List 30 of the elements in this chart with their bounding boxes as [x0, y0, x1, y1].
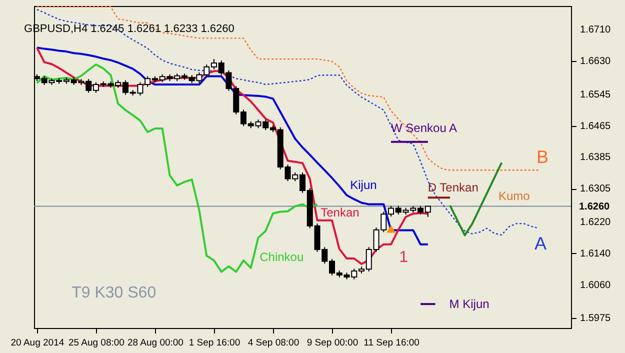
x-tick-label: 4 Sep 08:00: [248, 338, 300, 348]
x-tick-label: 11 Sep 16:00: [364, 338, 420, 348]
series-label: Kijun: [350, 178, 377, 192]
y-tick-label: 1.6545: [580, 89, 612, 100]
series-label: Chinkou: [260, 250, 304, 264]
y-tick-label: 1.6220: [580, 216, 612, 228]
y-tick-label: 1.5975: [580, 313, 612, 324]
y-tick-label: 1.6140: [580, 248, 612, 260]
series-label: B: [536, 147, 549, 168]
y-tick-label: 1.6630: [580, 56, 612, 67]
x-tick-label: 20 Aug 2014: [10, 338, 64, 348]
series-label: W Senkou A: [391, 120, 458, 135]
series-label: Tenkan: [320, 205, 360, 220]
x-tick-label: 28 Aug 00:00: [127, 338, 184, 348]
series-label: D Tenkan: [428, 180, 478, 195]
annotation: Kumo: [498, 188, 530, 203]
x-tick-label: 9 Sep 00:00: [306, 338, 358, 348]
x-tick-label: 25 Aug 08:00: [68, 338, 124, 348]
series-label: A: [534, 233, 547, 254]
y-tick-label: 1.6465: [580, 120, 612, 132]
ref-line-label: 1.6260: [579, 201, 610, 212]
y-tick-label: 1.6060: [580, 280, 612, 291]
annotation: 1: [399, 249, 408, 266]
y-tick-label: 1.6710: [580, 24, 612, 36]
x-tick-label: 1 Sep 16:00: [188, 338, 240, 348]
line-series: [36, 64, 318, 273]
y-tick-label: 1.6385: [580, 152, 612, 164]
y-tick-label: 1.6305: [580, 184, 612, 195]
annotation: T9 K30 S60: [72, 284, 156, 302]
series-label: M Kijun: [449, 297, 490, 312]
